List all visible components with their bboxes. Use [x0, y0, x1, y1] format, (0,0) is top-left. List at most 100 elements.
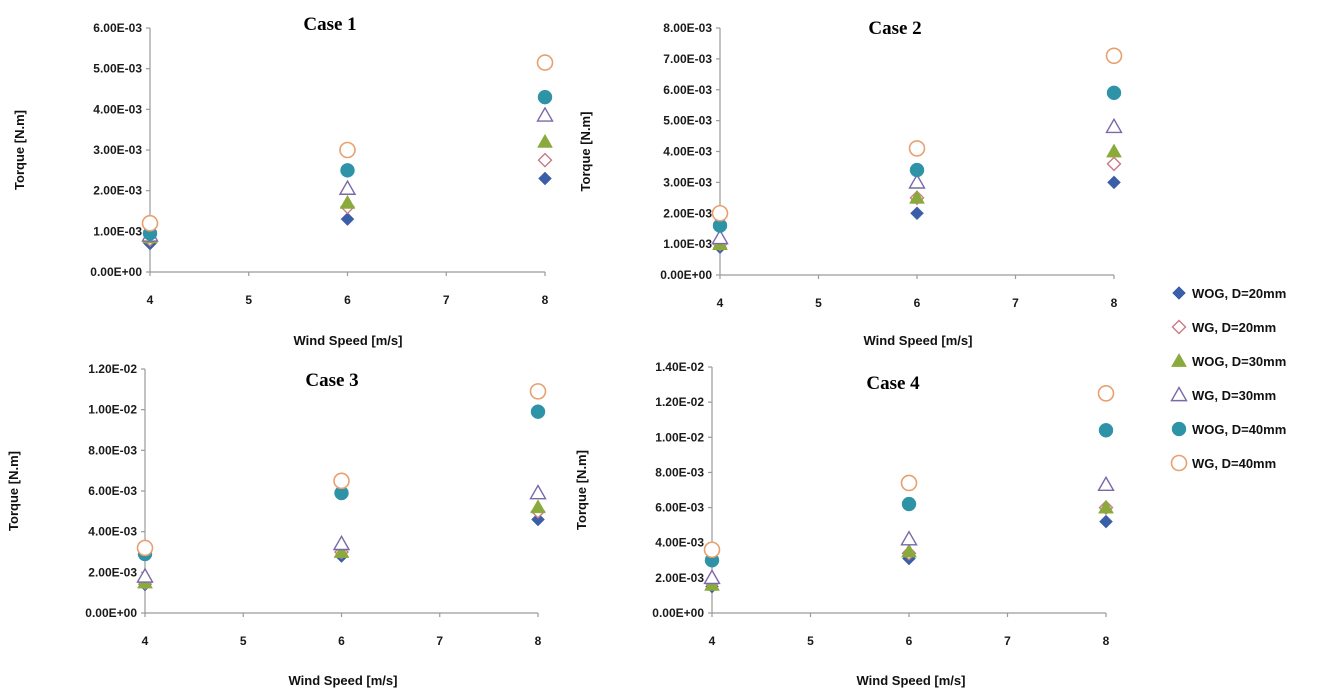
- y-tick-label: 0.00E+00: [652, 606, 704, 620]
- y-tick-label: 1.00E-03: [663, 237, 712, 251]
- x-tick-label: 5: [807, 634, 814, 648]
- x-tick-label: 7: [1012, 296, 1019, 310]
- y-tick-label: 1.00E-02: [655, 430, 704, 444]
- y-tick-label: 1.20E-02: [88, 362, 137, 376]
- data-point: [1105, 47, 1123, 65]
- x-axis-title: Wind Speed [m/s]: [289, 673, 398, 688]
- y-tick-label: 4.00E-03: [655, 536, 704, 550]
- data-point: [538, 171, 552, 186]
- y-tick-label: 2.00E-03: [88, 565, 137, 579]
- y-tick-label: 3.00E-03: [663, 175, 712, 189]
- series-3: [712, 143, 1122, 250]
- data-point: [901, 496, 917, 512]
- y-tick-label: 5.00E-03: [93, 62, 142, 76]
- data-point: [339, 141, 356, 159]
- legend-marker: [1171, 319, 1187, 335]
- chart-panel-2: 0.00E+00 1.00E-03 2.00E-03 3.00E-03 4.00E-03…: [578, 18, 1123, 348]
- chart-title: Case 1: [303, 14, 356, 35]
- y-tick-label: 4.00E-03: [93, 102, 142, 116]
- data-point: [1097, 385, 1115, 402]
- chart-title: Case 3: [305, 370, 358, 391]
- series-4: [703, 475, 1115, 585]
- data-point: [332, 534, 351, 551]
- legend-marker: [1170, 386, 1188, 402]
- y-tick-label: 0.00E+00: [660, 268, 712, 282]
- y-tick-label: 4.00E-03: [88, 525, 137, 539]
- data-point: [536, 106, 554, 122]
- x-axis-title: Wind Speed [m/s]: [294, 333, 403, 348]
- data-point: [900, 474, 918, 492]
- data-point: [711, 229, 729, 245]
- data-point: [333, 543, 350, 558]
- chart-panel-4: 0.00E+00 2.00E-03 4.00E-03 6.00E-03 8.00E-03…: [574, 360, 1115, 688]
- legend-label: WOG, D=30mm: [1192, 354, 1286, 369]
- data-point: [1098, 499, 1114, 514]
- legend: WOG, D=20mm WG, D=20mm WOG, D=30mm WG, D=30…: [1170, 286, 1286, 472]
- y-tick-label: 2.00E-03: [93, 184, 142, 198]
- data-point: [909, 162, 925, 178]
- x-tick-label: 6: [906, 634, 913, 648]
- y-tick-label: 0.00E+00: [90, 265, 142, 279]
- legend-marker: [1172, 286, 1186, 300]
- x-tick-label: 7: [443, 293, 450, 307]
- data-point: [136, 567, 154, 583]
- chart-panel-1: 0.00E+00 1.00E-03 2.00E-03 3.00E-03 4.00E-03…: [12, 14, 554, 348]
- y-tick-label: 8.00E-03: [88, 443, 137, 457]
- x-tick-label: 7: [1004, 634, 1011, 648]
- series-3: [704, 499, 1114, 591]
- legend-marker: [1171, 421, 1187, 437]
- x-tick-label: 4: [717, 296, 724, 310]
- data-point: [537, 133, 553, 148]
- y-tick-label: 3.00E-03: [93, 143, 142, 157]
- data-point: [711, 204, 729, 222]
- legend-marker: [1170, 454, 1188, 472]
- data-point: [529, 383, 547, 400]
- data-point: [141, 214, 159, 232]
- series-5: [712, 85, 1122, 233]
- x-tick-label: 8: [535, 634, 542, 648]
- series-6: [136, 383, 547, 557]
- series-4: [711, 117, 1123, 245]
- chart-panel-3: 0.00E+00 2.00E-03 4.00E-03 6.00E-03 8.00E-03…: [6, 362, 547, 688]
- y-axis-title: Torque [N.m]: [578, 112, 593, 192]
- data-point: [901, 543, 917, 558]
- legend-label: WOG, D=40mm: [1192, 422, 1286, 437]
- data-point: [340, 163, 355, 178]
- x-tick-label: 6: [338, 634, 345, 648]
- y-tick-label: 4.00E-03: [663, 145, 712, 159]
- series-4: [136, 484, 547, 583]
- series-6: [141, 54, 554, 232]
- data-point: [1106, 156, 1122, 172]
- data-point: [333, 472, 350, 490]
- y-tick-label: 5.00E-03: [663, 114, 712, 128]
- data-point: [1106, 143, 1122, 158]
- y-tick-label: 7.00E-03: [663, 52, 712, 66]
- data-point: [537, 89, 553, 105]
- data-point: [908, 140, 926, 157]
- legend-marker: [1171, 352, 1187, 367]
- x-tick-label: 5: [815, 296, 822, 310]
- data-point: [1107, 175, 1121, 190]
- data-point: [1099, 514, 1113, 529]
- x-tick-label: 4: [147, 293, 154, 307]
- x-tick-label: 6: [914, 296, 921, 310]
- data-point: [340, 212, 355, 226]
- x-tick-label: 4: [142, 634, 149, 648]
- x-tick-label: 7: [436, 634, 443, 648]
- x-axis-title: Wind Speed [m/s]: [857, 673, 966, 688]
- data-point: [530, 499, 546, 514]
- data-point: [338, 179, 357, 195]
- data-point: [529, 484, 547, 500]
- y-axis-title: Torque [N.m]: [12, 110, 27, 190]
- data-point: [339, 194, 356, 209]
- data-point: [910, 206, 924, 221]
- legend-label: WG, D=20mm: [1192, 320, 1276, 335]
- chart-title: Case 2: [868, 18, 921, 39]
- y-tick-label: 2.00E-03: [663, 206, 712, 220]
- y-tick-label: 8.00E-03: [655, 465, 704, 479]
- y-tick-label: 2.00E-03: [655, 571, 704, 585]
- y-tick-label: 1.00E-03: [93, 224, 142, 238]
- legend-label: WG, D=30mm: [1192, 388, 1276, 403]
- data-point: [1105, 117, 1123, 134]
